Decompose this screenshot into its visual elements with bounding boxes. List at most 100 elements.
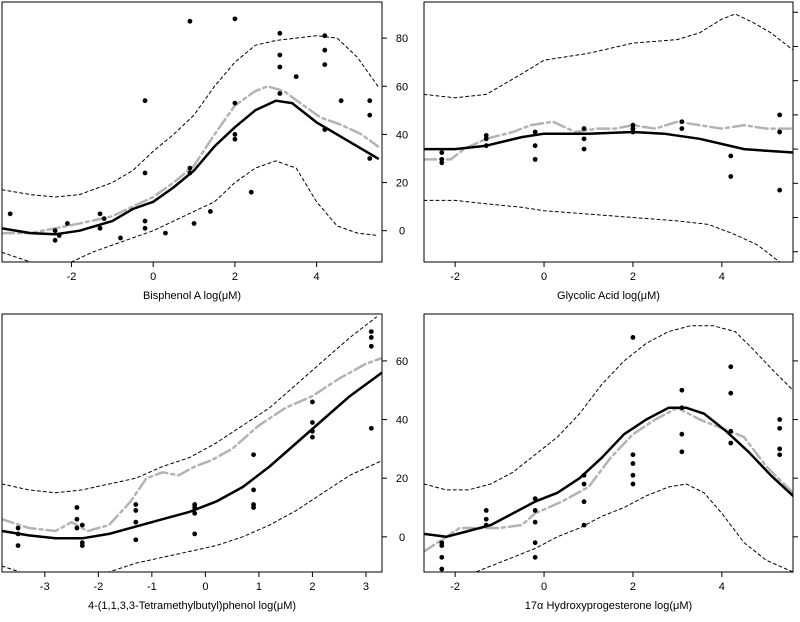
data-point xyxy=(207,209,213,214)
data-point xyxy=(187,18,193,24)
data-point xyxy=(322,62,328,67)
plot-area xyxy=(424,325,793,572)
data-point xyxy=(368,425,374,431)
data-point xyxy=(581,146,587,152)
x-axis-label: Glycolic Acid log(μM) xyxy=(557,290,660,302)
x-tick-label: -2 xyxy=(67,271,77,283)
data-point xyxy=(532,540,538,546)
series-fit xyxy=(424,130,793,154)
plot-area xyxy=(2,16,380,262)
data-point xyxy=(310,428,315,434)
data-point xyxy=(192,510,198,516)
data-point xyxy=(679,387,685,393)
plot-frame xyxy=(1,1,383,263)
data-point xyxy=(133,519,139,525)
data-point xyxy=(368,335,374,340)
plot-area xyxy=(2,316,382,572)
data-point xyxy=(142,218,148,224)
data-point xyxy=(777,446,783,452)
data-point xyxy=(630,481,636,487)
x-tick-label: 4 xyxy=(719,271,725,283)
y-tick-label: 20 xyxy=(396,473,408,485)
series-fit xyxy=(2,371,382,540)
data-point xyxy=(777,129,783,135)
data-point xyxy=(777,417,783,422)
y-tick-label: 80 xyxy=(396,33,408,45)
plot-frame xyxy=(1,313,383,573)
data-point xyxy=(15,543,21,549)
data-point xyxy=(483,136,489,142)
data-point xyxy=(79,543,85,549)
x-tick-label: -2 xyxy=(450,271,460,283)
data-point xyxy=(728,440,734,446)
data-point xyxy=(581,522,587,528)
data-point xyxy=(79,522,85,528)
data-point xyxy=(368,329,374,334)
series-fit xyxy=(2,99,380,236)
data-point xyxy=(142,98,148,104)
data-point xyxy=(97,211,103,217)
plot-frame xyxy=(423,313,794,573)
data-point xyxy=(133,537,139,543)
data-point xyxy=(581,136,587,142)
data-point xyxy=(728,428,734,434)
data-point xyxy=(232,136,238,142)
data-point xyxy=(15,531,21,537)
series-upper-band xyxy=(424,325,793,491)
x-tick-label: 1 xyxy=(256,581,262,593)
data-point xyxy=(187,165,193,171)
data-point xyxy=(322,127,328,132)
data-point xyxy=(15,525,21,531)
series-lower-band xyxy=(2,160,379,262)
x-tick-label: 2 xyxy=(630,271,636,283)
data-point xyxy=(74,505,80,510)
y-tick-label: 40 xyxy=(396,415,408,427)
data-point xyxy=(728,390,734,396)
data-point xyxy=(191,221,197,226)
data-point xyxy=(97,225,103,231)
x-tick-label: -2 xyxy=(450,581,460,593)
x-axis-label: Bisphenol A log(μM) xyxy=(143,290,241,302)
data-point xyxy=(630,472,636,478)
data-point xyxy=(187,170,193,176)
x-tick-label: 2 xyxy=(309,581,315,593)
y-tick-label: 40 xyxy=(396,129,408,141)
data-point xyxy=(248,189,254,195)
data-point xyxy=(679,126,685,131)
y-tick-label: 20 xyxy=(396,178,408,190)
series-lower-band xyxy=(474,483,793,572)
data-point xyxy=(439,160,445,166)
x-tick-label: 4 xyxy=(314,271,320,283)
data-point xyxy=(277,52,283,58)
data-point xyxy=(439,554,445,560)
data-point xyxy=(532,519,538,525)
series-upper-band xyxy=(2,35,379,198)
data-point xyxy=(630,452,636,458)
data-point xyxy=(118,235,123,241)
data-point xyxy=(777,452,783,458)
data-point xyxy=(679,405,685,411)
data-point xyxy=(367,98,373,104)
data-point xyxy=(163,230,168,236)
data-point xyxy=(483,133,489,138)
y-tick-label: 60 xyxy=(396,356,408,368)
plot-frame xyxy=(423,1,794,263)
data-point xyxy=(64,221,70,226)
data-point xyxy=(483,522,489,528)
data-point xyxy=(483,143,489,149)
data-point xyxy=(439,543,445,549)
data-point xyxy=(728,174,734,179)
data-point xyxy=(74,525,80,531)
data-point xyxy=(52,228,58,234)
data-point xyxy=(192,505,198,510)
series-upper-band xyxy=(424,13,793,99)
series-upper-band xyxy=(2,316,378,494)
x-tick-label: -1 xyxy=(147,581,157,593)
series-alternative-fit xyxy=(424,120,793,161)
series-fit xyxy=(424,406,793,539)
panel-3: -3 -2 -1 0 1 2 3 0 20 40 60 4-(1,1,3,3-Tetramethylb… xyxy=(1,313,408,612)
data-point xyxy=(310,399,315,405)
panel-4: -2024020406017α Hydroxyprogesterone log(… xyxy=(423,313,798,612)
data-point xyxy=(679,119,685,125)
